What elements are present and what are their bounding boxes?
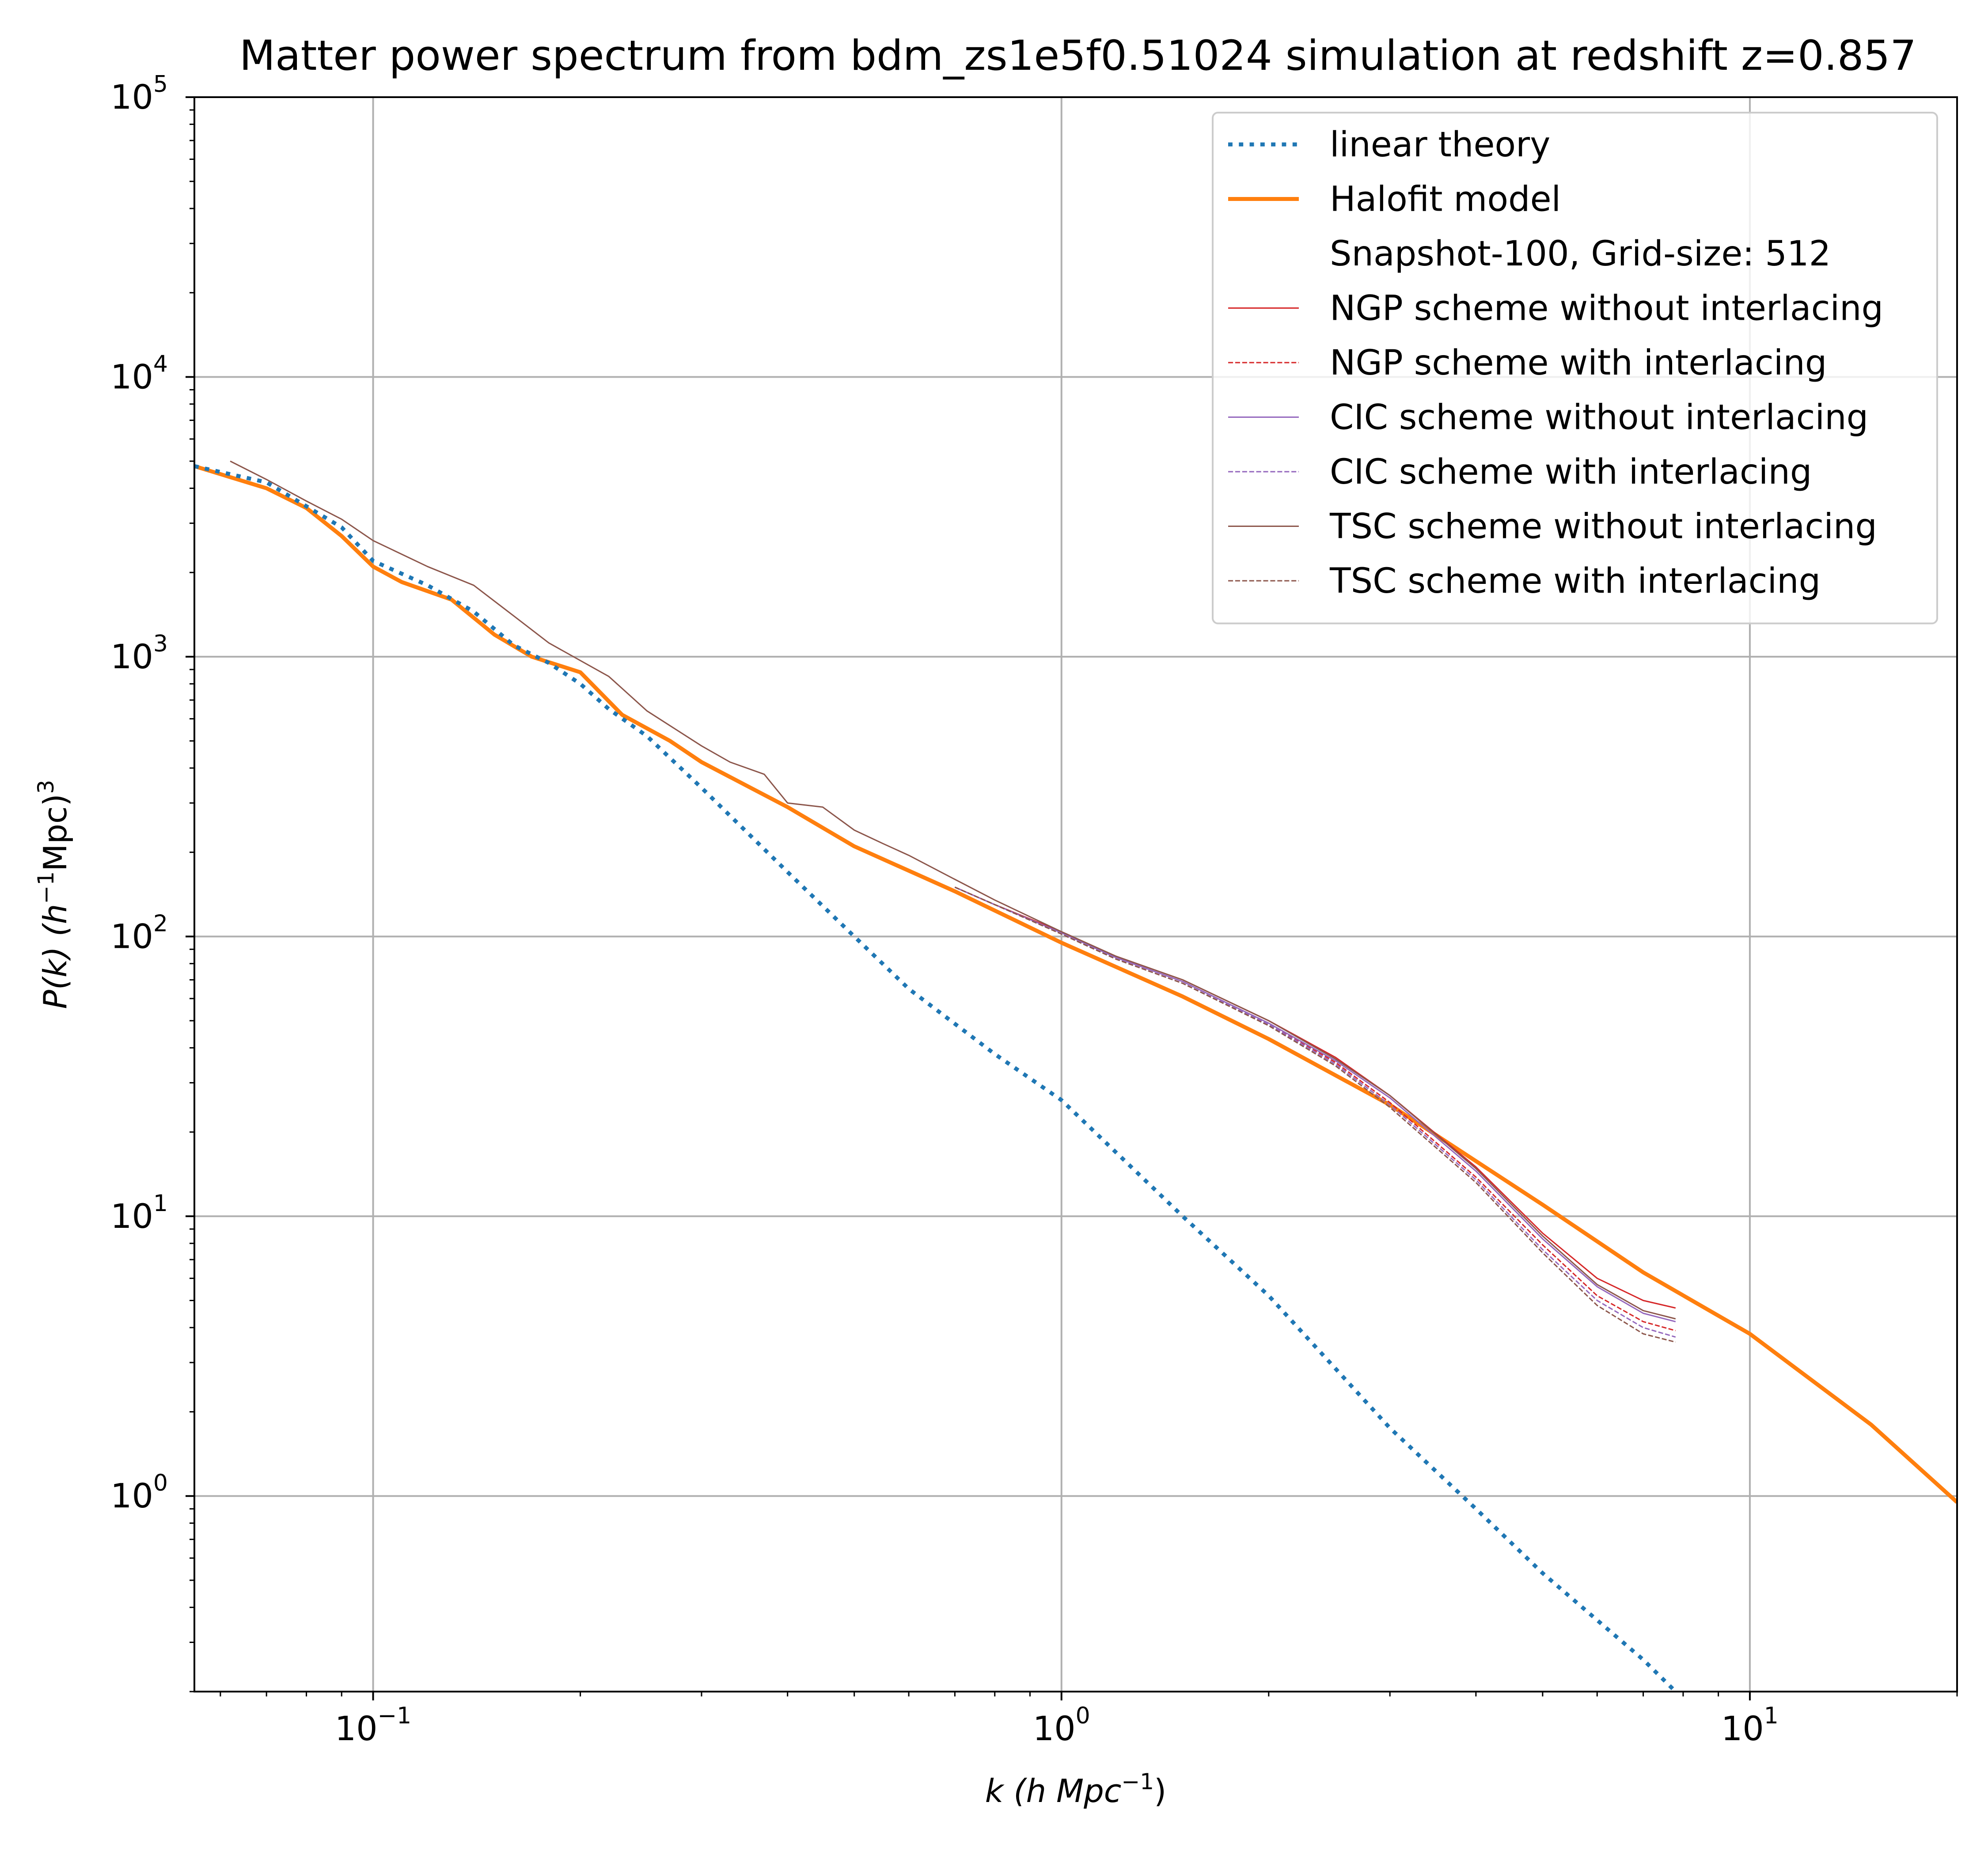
legend-item: TSC scheme without interlacing — [1228, 507, 1877, 547]
chart-title: Matter power spectrum from bdm_zs1e5f0.5… — [239, 32, 1916, 80]
legend-label: NGP scheme without interlacing — [1330, 289, 1883, 329]
y-tick-label: 103 — [110, 631, 168, 676]
x-tick-label: 10−1 — [335, 1703, 411, 1748]
x-tick-base: 10 — [1033, 1709, 1076, 1748]
y-axis-label-sup2: 3 — [33, 780, 59, 794]
x-axis-label: k (h Mpc−1) — [985, 1769, 1166, 1810]
x-axis-label-end: ) — [1154, 1772, 1166, 1810]
y-tick-label: 100 — [110, 1470, 168, 1515]
legend-label: CIC scheme with interlacing — [1330, 452, 1812, 492]
series-tsc-scheme-with-interlacing — [954, 886, 1676, 1343]
x-axis: 10−1 100 101 — [220, 1692, 1958, 1748]
x-tick-exp: 0 — [1076, 1703, 1090, 1729]
x-axis-label-sup: −1 — [1121, 1769, 1154, 1794]
legend-item: Snapshot-100, Grid-size: 512 — [1330, 234, 1831, 274]
y-tick-exp: 5 — [153, 71, 168, 98]
y-tick-base: 10 — [110, 77, 153, 117]
legend: linear theory Halofit model Snapshot-100, … — [1212, 112, 1938, 625]
x-axis-label-main: k (h Mpc — [985, 1772, 1122, 1810]
legend-label: Halofit model — [1330, 180, 1561, 220]
x-tick-label: 101 — [1721, 1703, 1779, 1748]
x-tick-exp: −1 — [378, 1703, 412, 1729]
y-axis-label-start: P(k) (h — [37, 904, 74, 1009]
legend-label: NGP scheme with interlacing — [1330, 343, 1827, 383]
y-tick-exp: 1 — [153, 1190, 168, 1217]
y-tick-label: 101 — [110, 1190, 168, 1236]
legend-label: Snapshot-100, Grid-size: 512 — [1330, 234, 1831, 274]
x-tick-base: 10 — [1721, 1709, 1764, 1748]
y-tick-base: 10 — [110, 1196, 153, 1236]
x-tick-label: 100 — [1033, 1703, 1090, 1748]
y-tick-base: 10 — [110, 357, 153, 396]
series-linear-theory — [194, 464, 1677, 1692]
legend-item: TSC scheme with interlacing — [1228, 561, 1821, 601]
legend-item: linear theory — [1228, 125, 1550, 165]
series-cic-scheme-without-interlacing — [954, 886, 1676, 1322]
y-tick-base: 10 — [110, 916, 153, 956]
series-halofit-model — [194, 464, 1957, 1504]
y-tick-base: 10 — [110, 637, 153, 676]
series-layer — [194, 460, 1957, 1692]
legend-label: linear theory — [1330, 125, 1550, 165]
y-axis-label: P(k) (h−1Mpc)3 — [33, 780, 74, 1009]
y-tick-exp: 4 — [153, 351, 168, 377]
y-tick-label: 105 — [110, 71, 168, 117]
y-tick-exp: 0 — [153, 1470, 168, 1496]
plot-frame — [193, 96, 1958, 1692]
legend-box — [1212, 112, 1938, 625]
legend-label: TSC scheme with interlacing — [1329, 561, 1821, 601]
y-axis-label-mid: Mpc) — [37, 794, 74, 871]
legend-label: TSC scheme without interlacing — [1329, 507, 1877, 547]
series-tsc-scheme-without-interlacing — [230, 460, 1676, 1320]
y-tick-exp: 3 — [153, 631, 168, 657]
legend-item: NGP scheme without interlacing — [1228, 289, 1883, 329]
legend-item: CIC scheme without interlacing — [1228, 398, 1868, 438]
legend-item: NGP scheme with interlacing — [1228, 343, 1827, 383]
legend-item: Halofit model — [1228, 180, 1561, 220]
y-tick-base: 10 — [110, 1476, 153, 1515]
y-axis-label-sup1: −1 — [33, 871, 59, 904]
x-tick-exp: 1 — [1764, 1703, 1779, 1729]
legend-label: CIC scheme without interlacing — [1330, 398, 1868, 438]
y-tick-label: 102 — [110, 910, 168, 956]
y-tick-exp: 2 — [153, 910, 168, 937]
legend-item: CIC scheme with interlacing — [1228, 452, 1812, 492]
y-tick-label: 104 — [110, 351, 168, 396]
x-tick-base: 10 — [335, 1709, 378, 1748]
